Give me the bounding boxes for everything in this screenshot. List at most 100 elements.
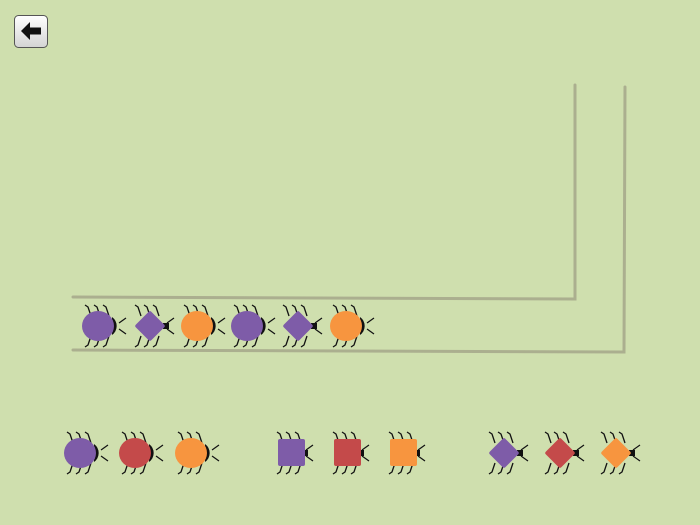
leg: [506, 462, 514, 475]
leg: [600, 431, 608, 444]
antenna: [361, 455, 370, 462]
body: [390, 439, 417, 466]
body: [334, 439, 361, 466]
antenna: [305, 444, 314, 451]
antennae: [314, 317, 323, 335]
leg: [233, 335, 241, 348]
leg: [66, 462, 74, 475]
body: [283, 311, 313, 341]
round-bug[interactable]: [64, 431, 109, 475]
leg: [544, 431, 552, 444]
leg: [102, 304, 110, 317]
antenna: [267, 317, 276, 324]
antennae: [305, 444, 314, 462]
leg: [66, 431, 74, 444]
antenna: [361, 444, 370, 451]
leg: [84, 335, 92, 348]
antenna: [166, 328, 175, 335]
body: [64, 438, 96, 468]
antenna: [520, 444, 529, 451]
body: [181, 311, 213, 341]
leg: [152, 304, 160, 317]
antenna: [166, 317, 175, 324]
round-bug: [181, 304, 226, 348]
antennae: [520, 444, 529, 462]
bugs: [64, 304, 641, 475]
round-bug[interactable]: [119, 431, 164, 475]
track: [71, 83, 627, 354]
round-bug[interactable]: [175, 431, 220, 475]
leg: [195, 431, 203, 444]
leg: [121, 431, 129, 444]
head: [311, 323, 317, 329]
antennae: [417, 444, 426, 462]
antennae: [267, 317, 276, 335]
antennae: [155, 444, 164, 462]
leg: [544, 462, 552, 475]
diamond-bug: [282, 304, 323, 348]
leg: [183, 304, 191, 317]
round-bug: [231, 304, 276, 348]
track-outer-wall: [71, 85, 627, 354]
diamond-bug[interactable]: [544, 431, 585, 475]
body: [119, 438, 151, 468]
antenna: [217, 317, 226, 324]
antennae: [632, 444, 641, 462]
antennae: [576, 444, 585, 462]
antenna: [520, 455, 529, 462]
square-bug[interactable]: [276, 431, 314, 475]
leg: [177, 462, 185, 475]
leg: [350, 335, 358, 348]
antenna: [366, 317, 375, 324]
leg: [332, 335, 340, 348]
antennae: [366, 317, 375, 335]
antenna: [100, 455, 109, 462]
antenna: [118, 328, 127, 335]
leg: [350, 304, 358, 317]
antenna: [366, 328, 375, 335]
leg: [152, 335, 160, 348]
round-bug: [330, 304, 375, 348]
square-bug[interactable]: [332, 431, 370, 475]
antennae: [211, 444, 220, 462]
antennae: [217, 317, 226, 335]
body: [231, 311, 263, 341]
leg: [300, 335, 308, 348]
antennae: [100, 444, 109, 462]
antenna: [576, 444, 585, 451]
leg: [562, 431, 570, 444]
antenna: [155, 455, 164, 462]
leg: [139, 431, 147, 444]
antennae: [361, 444, 370, 462]
leg: [201, 304, 209, 317]
leg: [506, 431, 514, 444]
leg: [134, 335, 142, 348]
diamond-bug: [134, 304, 175, 348]
antennae: [118, 317, 127, 335]
leg: [84, 462, 92, 475]
leg: [134, 304, 142, 317]
antenna: [118, 317, 127, 324]
leg: [251, 304, 259, 317]
leg: [251, 335, 259, 348]
antenna: [155, 444, 164, 451]
diamond-bug[interactable]: [600, 431, 641, 475]
antenna: [417, 444, 426, 451]
antenna: [211, 455, 220, 462]
diamond-bug[interactable]: [488, 431, 529, 475]
leg: [618, 431, 626, 444]
leg: [139, 462, 147, 475]
body: [330, 311, 362, 341]
body: [489, 438, 519, 468]
square-bug[interactable]: [388, 431, 426, 475]
antenna: [211, 444, 220, 451]
antenna: [314, 317, 323, 324]
body: [545, 438, 575, 468]
body: [601, 438, 631, 468]
back-button[interactable]: [14, 15, 48, 48]
body: [135, 311, 165, 341]
leg: [282, 335, 290, 348]
leg: [488, 462, 496, 475]
